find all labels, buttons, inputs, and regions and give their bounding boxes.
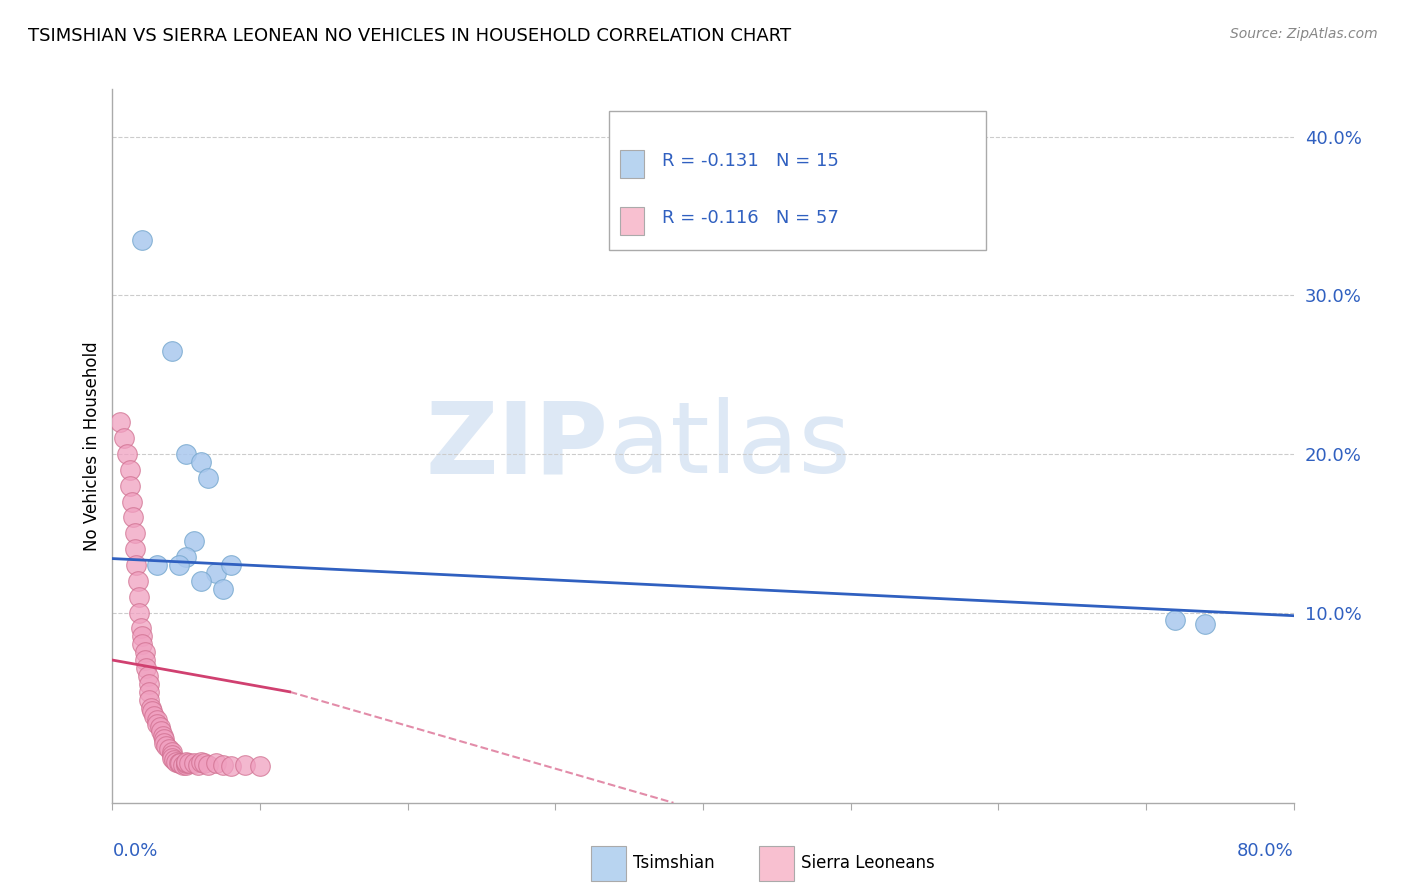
Point bbox=[141, 704, 163, 718]
Text: Source: ZipAtlas.com: Source: ZipAtlas.com bbox=[1230, 27, 1378, 41]
Point bbox=[174, 757, 197, 772]
Text: Tsimshian: Tsimshian bbox=[633, 855, 714, 872]
Point bbox=[124, 542, 146, 557]
Point bbox=[249, 759, 271, 773]
Point bbox=[205, 756, 228, 771]
Point bbox=[124, 526, 146, 541]
Point bbox=[112, 431, 135, 445]
Text: R = -0.131   N = 15: R = -0.131 N = 15 bbox=[662, 152, 838, 169]
Point bbox=[131, 233, 153, 247]
Point bbox=[138, 692, 160, 706]
Point bbox=[160, 751, 183, 765]
Point bbox=[134, 645, 156, 659]
Point bbox=[205, 566, 228, 580]
Text: R = -0.116   N = 57: R = -0.116 N = 57 bbox=[662, 209, 838, 227]
Point bbox=[163, 753, 186, 767]
Point bbox=[179, 756, 201, 771]
Point bbox=[127, 574, 149, 588]
Point bbox=[131, 637, 153, 651]
Point bbox=[160, 745, 183, 759]
Point bbox=[183, 534, 205, 549]
Point bbox=[172, 757, 194, 772]
Point bbox=[146, 714, 169, 728]
Point bbox=[187, 757, 209, 772]
Point bbox=[165, 755, 187, 769]
Point bbox=[153, 735, 176, 749]
Point bbox=[1194, 616, 1216, 631]
Point bbox=[190, 455, 212, 469]
Point bbox=[219, 759, 242, 773]
Point bbox=[153, 732, 176, 747]
Point bbox=[174, 756, 197, 771]
Point bbox=[193, 756, 215, 771]
Point bbox=[128, 606, 150, 620]
Point bbox=[136, 669, 159, 683]
Point bbox=[149, 720, 172, 734]
Text: ZIP: ZIP bbox=[426, 398, 609, 494]
Point bbox=[190, 755, 212, 769]
Point bbox=[117, 447, 138, 461]
Point bbox=[150, 724, 173, 739]
Text: 80.0%: 80.0% bbox=[1237, 842, 1294, 860]
Point bbox=[174, 549, 197, 564]
Point bbox=[125, 558, 148, 572]
Point bbox=[146, 558, 169, 572]
Point bbox=[108, 415, 131, 429]
Text: Sierra Leoneans: Sierra Leoneans bbox=[801, 855, 935, 872]
Point bbox=[197, 471, 219, 485]
Point bbox=[122, 510, 145, 524]
Point bbox=[138, 685, 160, 699]
Point bbox=[174, 755, 197, 769]
Y-axis label: No Vehicles in Household: No Vehicles in Household bbox=[83, 341, 101, 551]
Point bbox=[120, 478, 142, 492]
Point bbox=[197, 757, 219, 772]
Point bbox=[134, 653, 156, 667]
Point bbox=[139, 700, 162, 714]
Point bbox=[160, 343, 183, 358]
Point bbox=[131, 629, 153, 643]
Point bbox=[121, 494, 143, 508]
Point bbox=[146, 716, 169, 731]
Point bbox=[138, 677, 160, 691]
Point bbox=[152, 729, 174, 743]
FancyBboxPatch shape bbox=[620, 150, 644, 178]
Point bbox=[135, 661, 157, 675]
Point bbox=[167, 756, 190, 771]
Point bbox=[174, 447, 197, 461]
Point bbox=[128, 590, 150, 604]
Point bbox=[157, 742, 180, 756]
Point bbox=[190, 574, 212, 588]
Point bbox=[212, 582, 235, 596]
FancyBboxPatch shape bbox=[609, 111, 987, 250]
Point bbox=[160, 748, 183, 763]
Point bbox=[155, 739, 177, 753]
Point bbox=[120, 463, 142, 477]
Point bbox=[129, 621, 152, 635]
Point bbox=[219, 558, 242, 572]
Point bbox=[212, 757, 235, 772]
Point bbox=[142, 708, 165, 723]
Text: TSIMSHIAN VS SIERRA LEONEAN NO VEHICLES IN HOUSEHOLD CORRELATION CHART: TSIMSHIAN VS SIERRA LEONEAN NO VEHICLES … bbox=[28, 27, 792, 45]
FancyBboxPatch shape bbox=[620, 207, 644, 235]
Point bbox=[183, 756, 205, 771]
Text: atlas: atlas bbox=[609, 398, 851, 494]
Point bbox=[167, 558, 190, 572]
Point bbox=[1164, 614, 1187, 628]
Point bbox=[233, 757, 256, 772]
Text: 0.0%: 0.0% bbox=[112, 842, 157, 860]
Point bbox=[169, 756, 191, 771]
